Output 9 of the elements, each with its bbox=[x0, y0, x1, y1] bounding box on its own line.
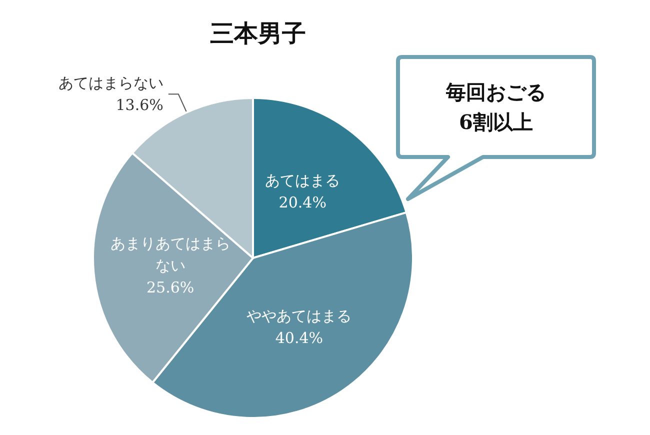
data-label: 25.6% bbox=[146, 278, 194, 296]
data-label: 40.4% bbox=[275, 328, 324, 347]
chart-title: 三本男子 bbox=[210, 18, 306, 48]
data-label: 13.6% bbox=[116, 96, 164, 114]
slice-label: ややあてはまる bbox=[246, 306, 352, 325]
slice-label: あてはまらない bbox=[58, 74, 164, 92]
data-label: 20.4% bbox=[278, 193, 326, 212]
slice-label: あまりあてはまらない bbox=[110, 234, 230, 274]
slice-label: あてはまる bbox=[265, 171, 340, 190]
